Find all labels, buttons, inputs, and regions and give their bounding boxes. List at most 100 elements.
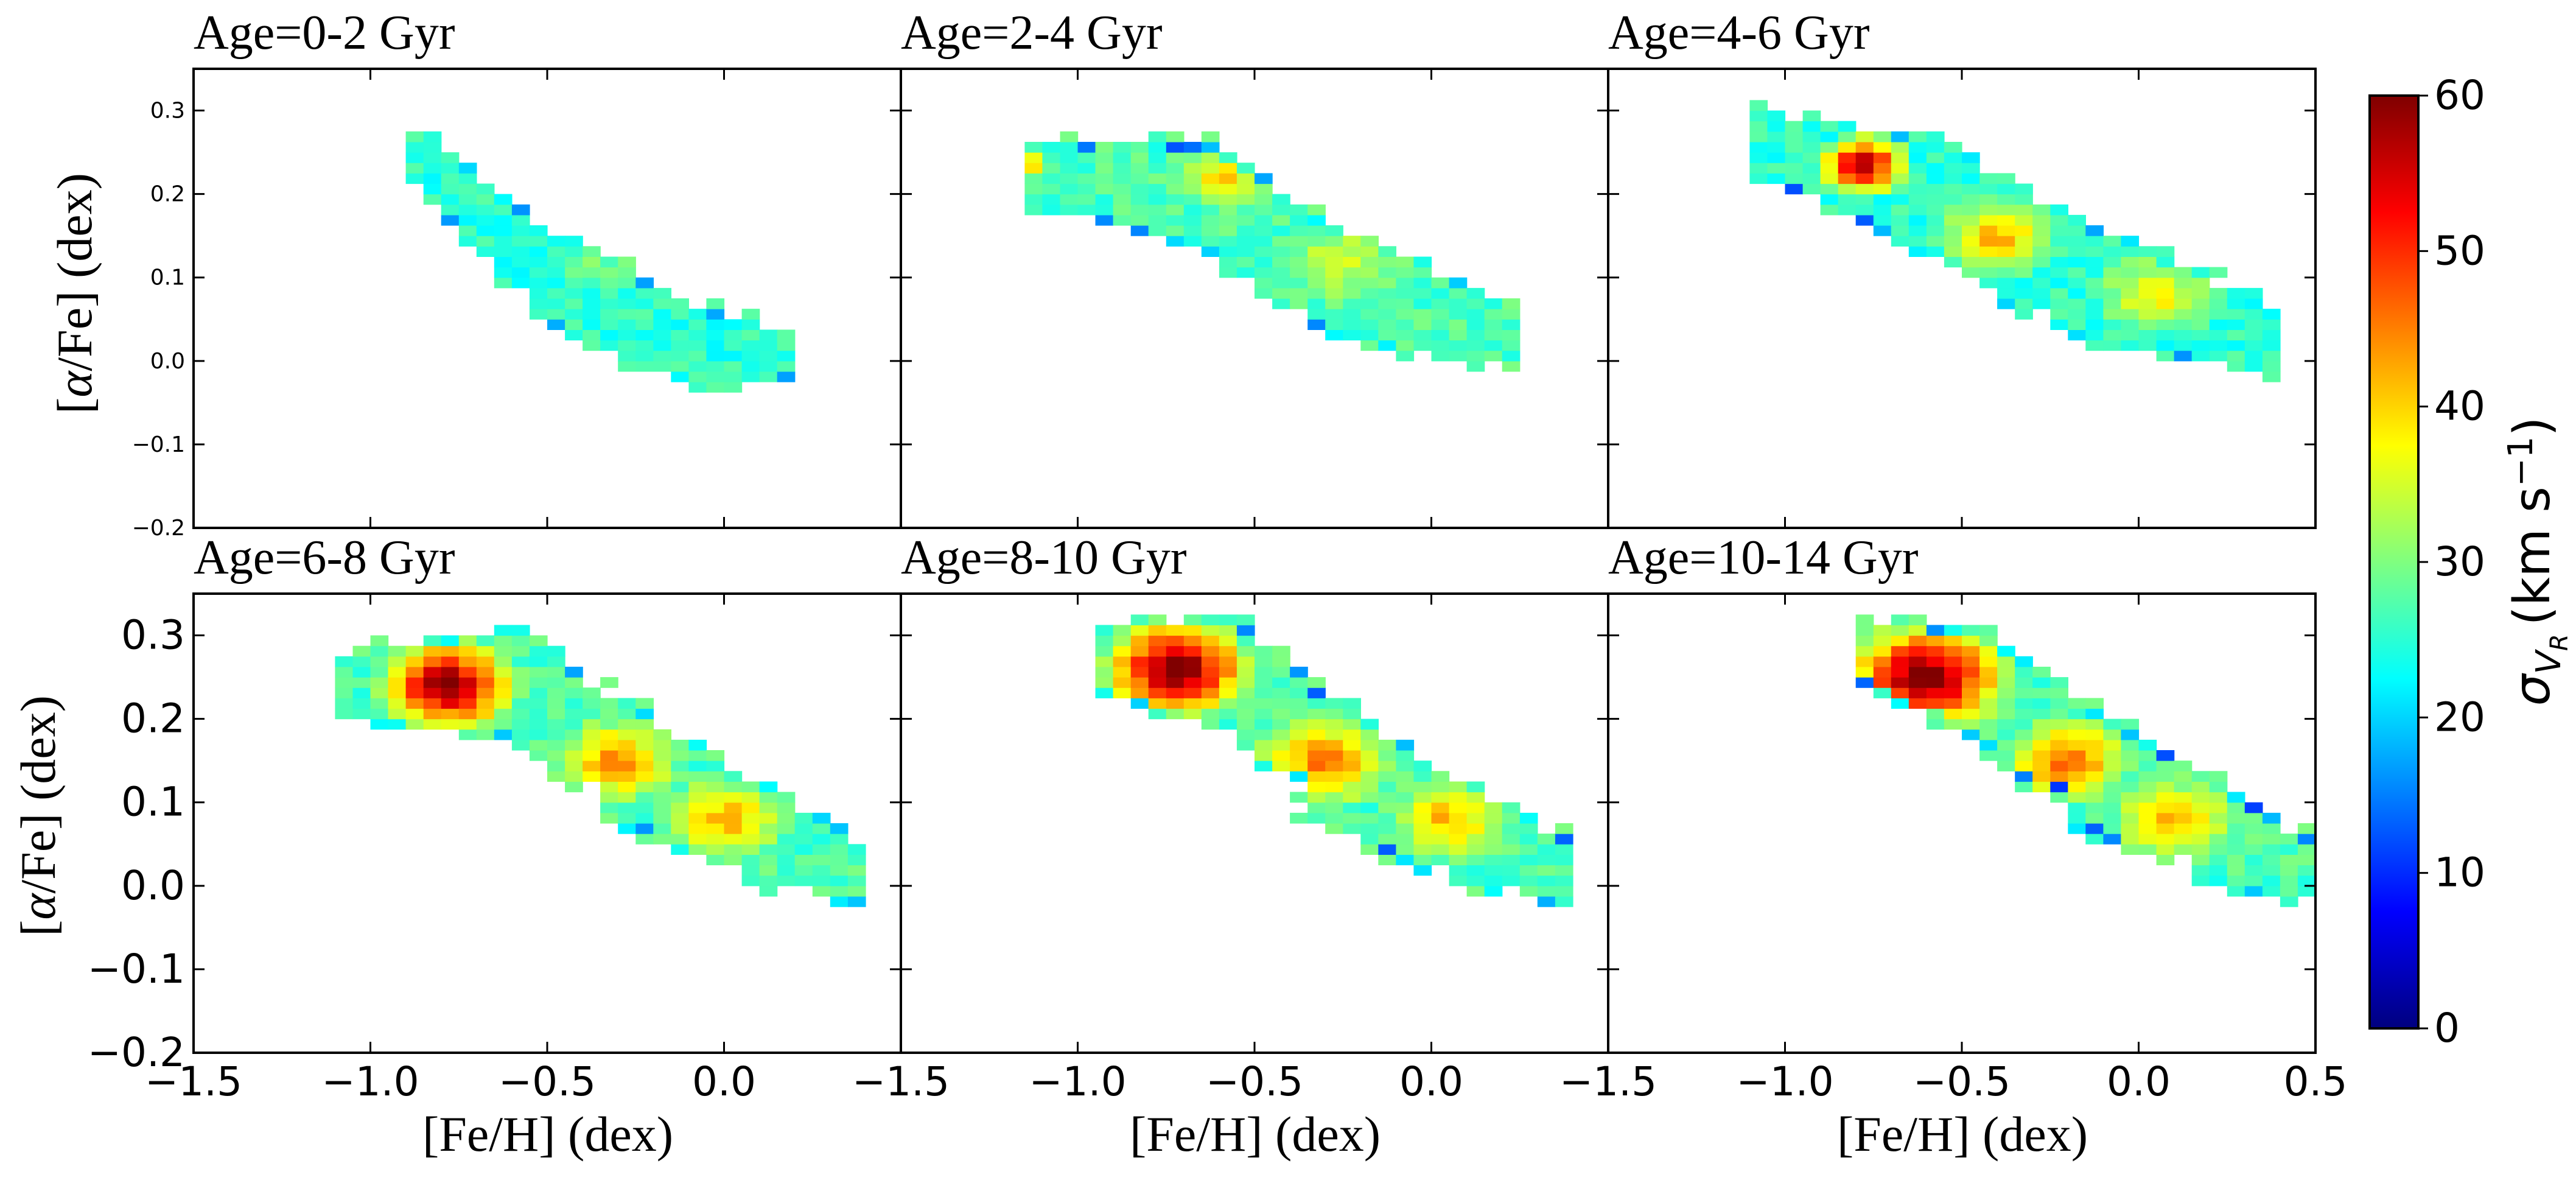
heatmap-cell bbox=[2085, 771, 2104, 782]
heatmap-cell bbox=[2244, 802, 2263, 813]
heatmap-cell bbox=[1431, 277, 1450, 289]
heatmap-cell bbox=[2103, 287, 2122, 299]
heatmap-cell bbox=[706, 371, 725, 382]
heatmap-cell bbox=[2244, 287, 2263, 299]
heatmap-cell bbox=[1926, 708, 1945, 720]
heatmap-cell bbox=[2068, 708, 2086, 720]
heatmap-cell bbox=[777, 329, 796, 341]
heatmap-cell bbox=[1130, 142, 1149, 153]
heatmap-cell bbox=[600, 750, 618, 761]
panel-title: Age=0-2 Gyr bbox=[194, 6, 455, 60]
x-axis-label: [Fe/H] (dex) bbox=[1130, 1106, 1381, 1162]
heatmap-cell bbox=[2085, 225, 2104, 236]
heatmap-cell bbox=[1484, 329, 1503, 341]
heatmap-cell bbox=[1926, 687, 1945, 698]
heatmap-cell bbox=[1255, 645, 1273, 657]
heatmap-cell bbox=[2244, 834, 2263, 845]
heatmap-cell bbox=[511, 645, 530, 657]
heatmap-cell bbox=[618, 750, 636, 761]
heatmap-cell bbox=[2227, 792, 2245, 803]
heatmap-cell bbox=[370, 708, 389, 720]
heatmap-cell bbox=[1255, 236, 1273, 247]
heatmap-cell bbox=[2191, 298, 2210, 309]
heatmap-cell bbox=[1396, 277, 1415, 289]
heatmap-cell bbox=[352, 667, 371, 678]
heatmap-cell bbox=[1307, 792, 1326, 803]
heatmap-cell bbox=[2138, 329, 2157, 341]
heatmap-cell bbox=[1219, 677, 1237, 688]
heatmap-cell bbox=[441, 667, 460, 678]
heatmap-cell bbox=[1873, 656, 1892, 667]
heatmap-cell bbox=[2032, 267, 2051, 278]
heatmap-cell bbox=[1360, 309, 1379, 320]
x-tick-label: −1.0 bbox=[321, 1058, 419, 1105]
heatmap-cell bbox=[688, 792, 707, 803]
heatmap-cell bbox=[583, 319, 601, 330]
heatmap-cell bbox=[388, 645, 407, 657]
heatmap-cell bbox=[494, 645, 513, 657]
heatmap-cell bbox=[1130, 152, 1149, 163]
heatmap-cell bbox=[1555, 834, 1573, 845]
heatmap-cell bbox=[1060, 173, 1079, 184]
heatmap-cell bbox=[1060, 163, 1079, 174]
heatmap-cell bbox=[2138, 267, 2157, 278]
heatmap-cell bbox=[2209, 267, 2228, 278]
heatmap-cell bbox=[635, 708, 654, 720]
heatmap-cell bbox=[2227, 823, 2245, 834]
heatmap-cell bbox=[2191, 309, 2210, 320]
heatmap-cell bbox=[1908, 698, 1927, 709]
heatmap-cell bbox=[1855, 645, 1874, 657]
heatmap-cell bbox=[2244, 340, 2263, 351]
heatmap-cell bbox=[1148, 152, 1167, 163]
heatmap-cell bbox=[2262, 854, 2281, 866]
heatmap-cell bbox=[724, 329, 743, 341]
heatmap-cell bbox=[1749, 173, 1768, 184]
heatmap-cell bbox=[1979, 718, 1998, 730]
heatmap-cell bbox=[2191, 277, 2210, 289]
heatmap-cell bbox=[1413, 319, 1432, 330]
heatmap-cell bbox=[1891, 163, 1909, 174]
heatmap-cell bbox=[2209, 823, 2228, 834]
heatmap-cell bbox=[2085, 277, 2104, 289]
heatmap-cell bbox=[1148, 677, 1167, 688]
heatmap-cell bbox=[1484, 812, 1503, 824]
heatmap-cell bbox=[2050, 309, 2068, 320]
heatmap-cell bbox=[2032, 204, 2051, 216]
heatmap-cell bbox=[1838, 142, 1857, 153]
heatmap-cell bbox=[1502, 802, 1521, 813]
heatmap-cell bbox=[794, 812, 813, 824]
heatmap-cell bbox=[2138, 823, 2157, 834]
heatmap-cell bbox=[1431, 792, 1450, 803]
heatmap-cell bbox=[529, 246, 548, 257]
heatmap-cell bbox=[653, 760, 671, 771]
heatmap-cell bbox=[458, 183, 477, 195]
heatmap-cell bbox=[1024, 194, 1043, 205]
heatmap-cell bbox=[1413, 760, 1432, 771]
heatmap-cell bbox=[1855, 142, 1874, 153]
heatmap-cell bbox=[1148, 625, 1167, 636]
heatmap-cell bbox=[2191, 771, 2210, 782]
heatmap-cell bbox=[1236, 173, 1255, 184]
heatmap-cell bbox=[388, 708, 407, 720]
heatmap-cell bbox=[1343, 246, 1361, 257]
heatmap-cell bbox=[1502, 844, 1521, 855]
heatmap-cell bbox=[1183, 614, 1202, 625]
y-tick-label: 0.3 bbox=[121, 612, 185, 659]
heatmap-cell bbox=[741, 834, 760, 845]
heatmap-cell bbox=[1343, 781, 1361, 793]
y-tick-label: 0.2 bbox=[150, 182, 185, 207]
heatmap-cell bbox=[1855, 152, 1874, 163]
heatmap-cell bbox=[1290, 256, 1308, 268]
heatmap-cell bbox=[335, 677, 354, 688]
heatmap-cell bbox=[1449, 287, 1468, 299]
heatmap-cell bbox=[1183, 656, 1202, 667]
heatmap-cell bbox=[741, 340, 760, 351]
heatmap-cell bbox=[1113, 173, 1132, 184]
heatmap-cell bbox=[1979, 698, 1998, 709]
heatmap-cell bbox=[2156, 823, 2175, 834]
heatmap-cell bbox=[1325, 267, 1343, 278]
heatmap-cell bbox=[1944, 183, 1962, 195]
heatmap-cell bbox=[1343, 329, 1361, 341]
heatmap-cell bbox=[741, 371, 760, 382]
